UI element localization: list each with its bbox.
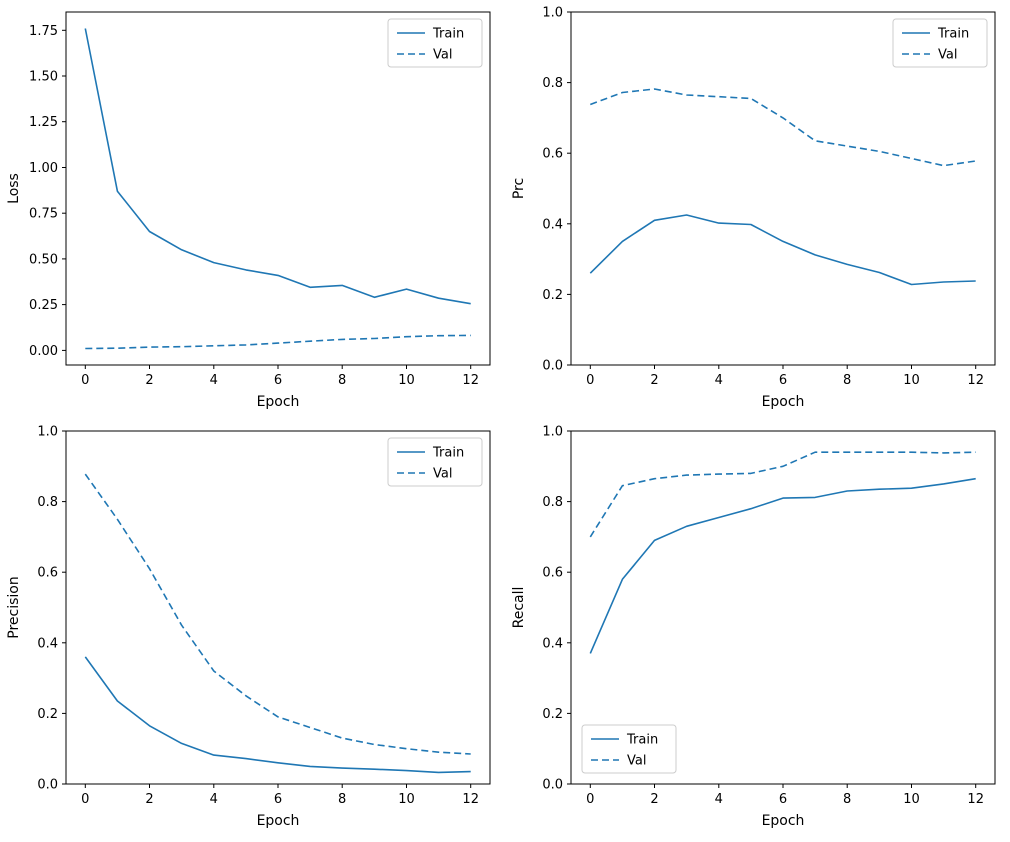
x-tick-label: 10 [903, 373, 920, 388]
x-tick-label: 10 [903, 792, 920, 807]
y-tick-label: 0.0 [542, 359, 563, 374]
legend: Train Val [892, 18, 988, 68]
legend-label-train: Train [937, 27, 969, 42]
legend-box [387, 18, 483, 68]
chart-precision: 0 2 4 6 8 10 12 0.0 0.2 0.4 0.6 0.8 1.0 Epoch Precisio… [0, 419, 505, 838]
x-tick-label: 8 [843, 792, 851, 807]
legend-label-val: Val [433, 467, 452, 482]
legend-label-train: Train [432, 27, 464, 42]
y-tick-label: 0.6 [37, 566, 58, 581]
series-line-val [590, 88, 976, 167]
legend-label-val: Val [627, 754, 646, 769]
y-axis-label: Loss [6, 173, 22, 204]
x-tick-label: 4 [715, 373, 723, 388]
x-tick-label: 10 [398, 373, 415, 388]
legend-box [581, 724, 677, 774]
legend-label-val: Val [433, 48, 452, 63]
x-tick-label: 0 [81, 792, 89, 807]
y-tick-label: 0.8 [542, 76, 563, 91]
x-tick-label: 0 [586, 373, 594, 388]
x-tick-label: 6 [274, 373, 282, 388]
x-axis-label: Epoch [762, 394, 805, 410]
series-line-train [84, 28, 471, 305]
x-tick-label: 12 [462, 792, 479, 807]
x-tick-label: 8 [338, 792, 346, 807]
y-tick-label: 0.2 [37, 707, 58, 722]
chart-loss-svg: 0 2 4 6 8 10 12 0.00 0.25 0.50 0.75 1.00 1.25 1.50 1.7… [0, 0, 505, 419]
legend-box [892, 18, 988, 68]
legend-label-train: Train [432, 446, 464, 461]
x-tick-label: 12 [462, 373, 479, 388]
y-tick-label: 0.6 [542, 566, 563, 581]
legend: Train Val [387, 18, 483, 68]
series-line-train [84, 656, 471, 774]
chart-recall-svg: 0 2 4 6 8 10 12 0.0 0.2 0.4 0.6 0.8 1.0 Epoch Recall Tr… [505, 419, 1010, 838]
x-tick-label: 6 [274, 792, 282, 807]
y-tick-label: 1.00 [29, 161, 58, 176]
x-tick-label: 0 [586, 792, 594, 807]
x-tick-label: 4 [210, 792, 218, 807]
series-line-val [84, 473, 471, 755]
y-tick-label: 0.8 [37, 495, 58, 510]
legend-label-train: Train [626, 733, 658, 748]
y-tick-label: 0.0 [37, 778, 58, 793]
y-tick-label: 1.0 [542, 6, 563, 21]
chart-prc: 0 2 4 6 8 10 12 0.0 0.2 0.4 0.6 0.8 1.0 Epoch Prc Train… [505, 0, 1010, 419]
y-axis-label: Prc [511, 178, 527, 199]
y-tick-label: 1.50 [29, 70, 58, 85]
x-tick-label: 6 [779, 373, 787, 388]
y-axis-label: Recall [511, 587, 527, 629]
y-tick-label: 0.8 [542, 495, 563, 510]
x-tick-label: 8 [843, 373, 851, 388]
x-tick-label: 8 [338, 373, 346, 388]
series-line-val [589, 451, 976, 538]
x-tick-label: 2 [145, 792, 153, 807]
x-tick-label: 12 [967, 373, 984, 388]
legend-box [387, 437, 483, 487]
series-line-val [85, 334, 471, 350]
y-tick-label: 0.6 [542, 147, 563, 162]
y-tick-label: 0.4 [542, 636, 563, 651]
y-tick-label: 0.00 [29, 344, 58, 359]
chart-recall: 0 2 4 6 8 10 12 0.0 0.2 0.4 0.6 0.8 1.0 Epoch Recall Tr… [505, 419, 1010, 838]
chart-loss: 0 2 4 6 8 10 12 0.00 0.25 0.50 0.75 1.00 1.25 1.50 1.7… [0, 0, 505, 419]
x-tick-label: 0 [81, 373, 89, 388]
x-tick-label: 2 [650, 792, 658, 807]
y-tick-label: 0.2 [542, 707, 563, 722]
x-tick-label: 10 [398, 792, 415, 807]
x-axis-label: Epoch [257, 813, 300, 829]
legend-label-val: Val [938, 48, 957, 63]
y-tick-label: 1.25 [29, 115, 58, 130]
x-axis-label: Epoch [257, 394, 300, 410]
x-tick-label: 2 [650, 373, 658, 388]
y-tick-label: 0.0 [542, 778, 563, 793]
y-axis-label: Precision [6, 576, 22, 638]
y-tick-label: 0.75 [29, 207, 58, 222]
legend: Train Val [581, 724, 677, 774]
y-tick-label: 0.2 [542, 288, 563, 303]
y-tick-label: 0.4 [542, 217, 563, 232]
y-tick-label: 0.25 [29, 298, 58, 313]
x-tick-label: 2 [145, 373, 153, 388]
x-tick-label: 6 [779, 792, 787, 807]
y-tick-label: 0.4 [37, 636, 58, 651]
series-line-train [589, 477, 976, 654]
x-axis-label: Epoch [762, 813, 805, 829]
y-tick-label: 0.50 [29, 252, 58, 267]
y-tick-label: 1.0 [37, 425, 58, 440]
y-tick-label: 1.75 [29, 24, 58, 39]
x-tick-label: 4 [210, 373, 218, 388]
chart-precision-svg: 0 2 4 6 8 10 12 0.0 0.2 0.4 0.6 0.8 1.0 Epoch Precisio… [0, 419, 505, 838]
legend: Train Val [387, 437, 483, 487]
series-line-train [589, 214, 976, 286]
x-tick-label: 4 [715, 792, 723, 807]
x-tick-label: 12 [967, 792, 984, 807]
y-tick-label: 1.0 [542, 425, 563, 440]
chart-prc-svg: 0 2 4 6 8 10 12 0.0 0.2 0.4 0.6 0.8 1.0 Epoch Prc Train… [505, 0, 1010, 419]
